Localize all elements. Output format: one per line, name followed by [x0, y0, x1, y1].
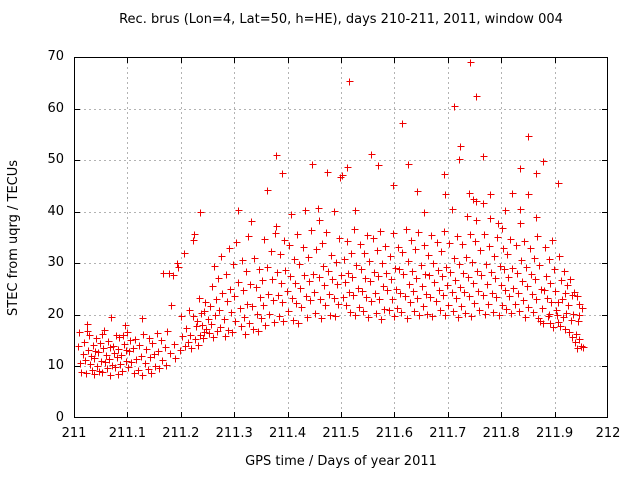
y-tick-label: 60	[47, 100, 64, 116]
y-tick-label: 50	[47, 152, 64, 168]
y-tick-label: 10	[47, 358, 64, 374]
x-tick-label: 211.3	[215, 426, 253, 441]
x-tick-label: 211.9	[535, 426, 574, 441]
plot-border	[74, 57, 608, 418]
y-tick-label: 0	[55, 410, 64, 425]
y-tick-label: 70	[47, 49, 64, 64]
x-tick-label: 211.4	[268, 426, 307, 441]
y-tick-label: 20	[47, 306, 64, 322]
chart-title: Rec. brus (Lon=4, Lat=50, h=HE), days 21…	[119, 12, 563, 27]
x-tick-label: 211.8	[482, 426, 520, 441]
y-tick-label: 30	[47, 255, 64, 271]
x-tick-label: 212	[595, 426, 621, 441]
plot-area	[74, 57, 608, 418]
x-axis-label: GPS time / Days of year 2011	[245, 454, 437, 469]
y-tick-label: 40	[47, 203, 64, 219]
x-tick-label: 211.5	[322, 426, 360, 441]
scatter-svg	[74, 57, 608, 418]
x-tick-label: 211.7	[429, 426, 467, 441]
data-point-markers	[75, 59, 588, 380]
x-tick-label: 211.6	[375, 426, 413, 441]
x-tick-label: 211.1	[108, 426, 146, 441]
x-tick-label: 211.2	[162, 426, 200, 441]
x-tick-label: 211	[61, 426, 87, 441]
